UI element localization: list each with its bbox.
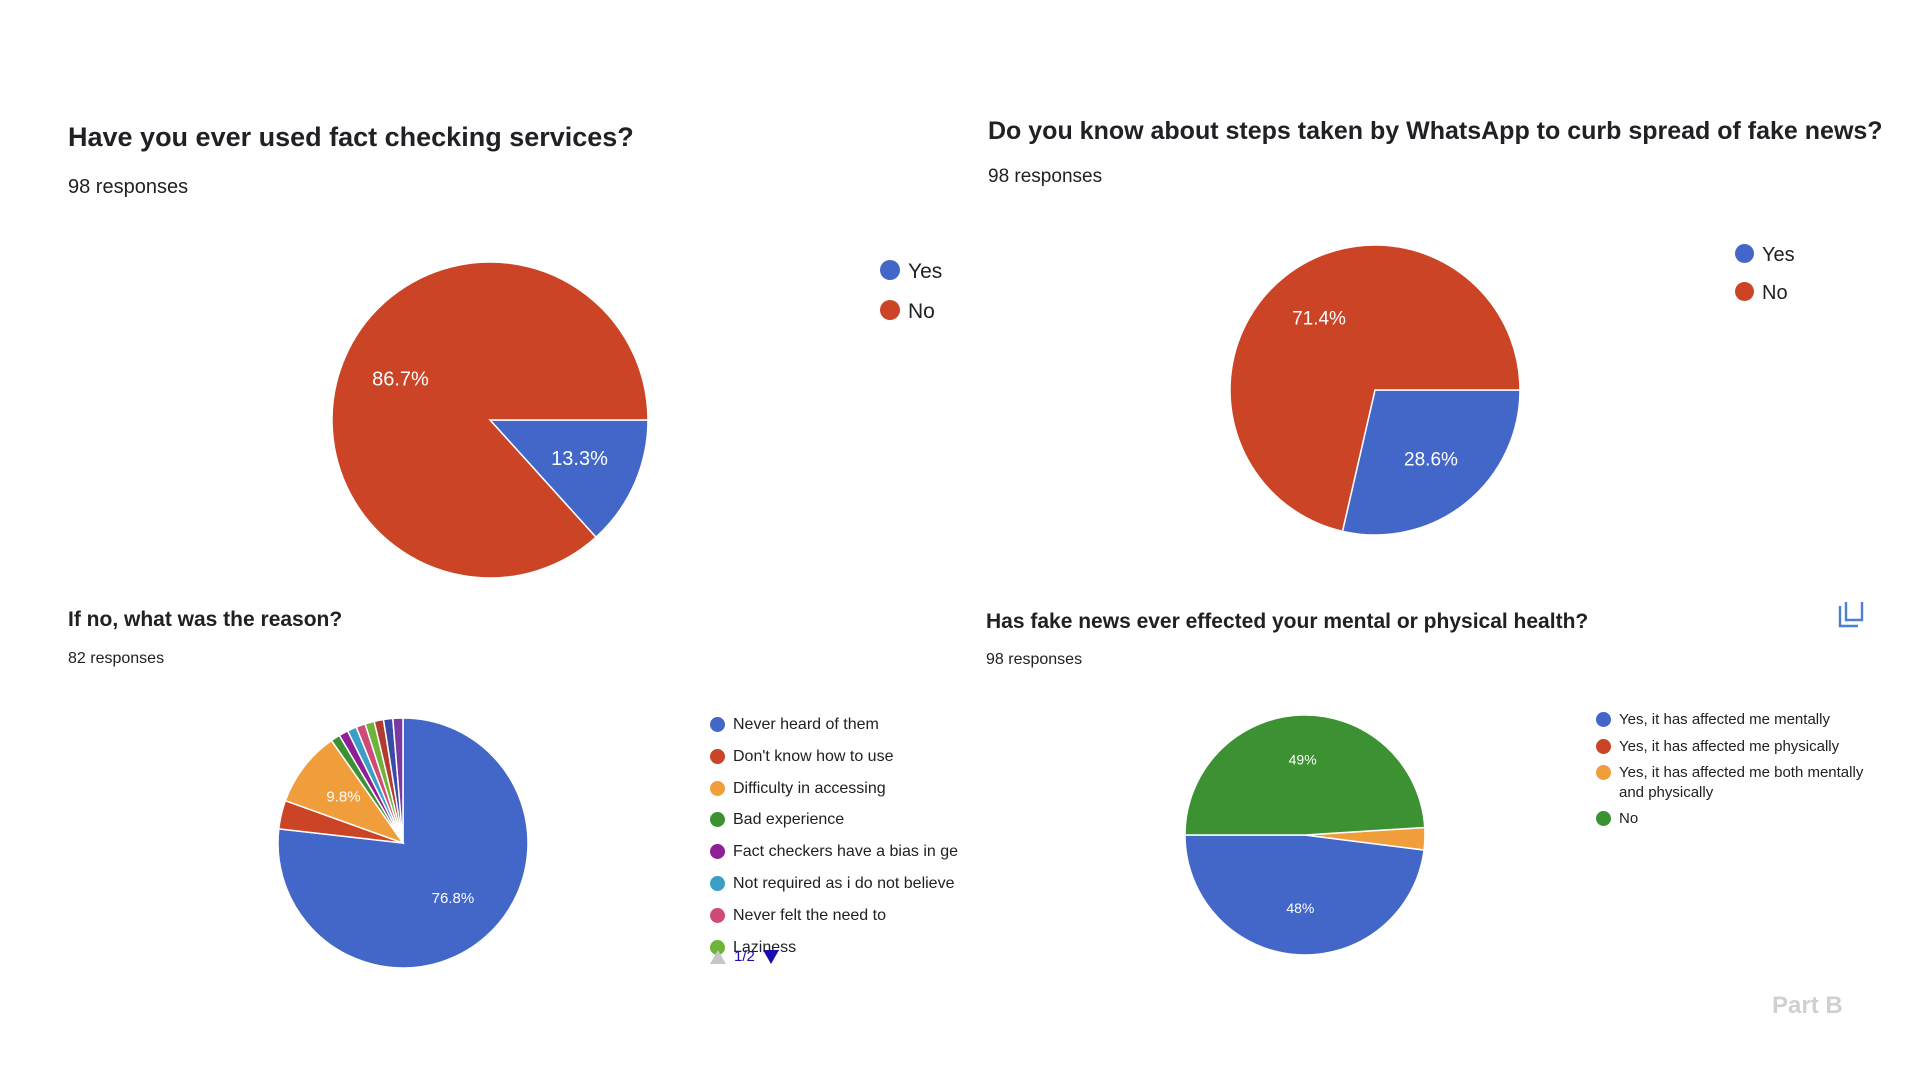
legend-label: Never felt the need to — [733, 906, 886, 924]
slice-label: 48% — [1286, 900, 1314, 916]
pie-chart-fact-checking: 13.3% 86.7% — [331, 261, 649, 579]
slice-label: 9.8% — [326, 788, 360, 805]
pie-chart-health: 48% 49% — [1184, 714, 1426, 956]
legend-swatch — [1596, 765, 1611, 780]
pie-chart-whatsapp-steps: 28.6% 71.4% — [1229, 244, 1521, 536]
chart-legend: Yes No — [1735, 242, 1795, 318]
chart-legend: Yes, it has affected me mentally Yes, it … — [1596, 710, 1886, 836]
triangle-up-icon[interactable] — [710, 949, 726, 964]
legend-item: Fact checkers have a bias in ge — [710, 842, 965, 863]
legend-label: Yes — [1762, 244, 1795, 266]
legend-item: Not required as i do not believe — [710, 874, 965, 895]
pie-slice-0 — [488, 419, 649, 539]
legend-swatch — [1596, 712, 1611, 727]
legend-label: No — [908, 300, 935, 324]
legend-item: Never felt the need to — [710, 906, 965, 927]
pie-slice-1 — [331, 261, 649, 579]
legend-item: Never heard of them — [710, 715, 965, 736]
legend-swatch — [1596, 811, 1611, 826]
pie-slice-10 — [391, 717, 404, 844]
legend-item: Don't know how to use — [710, 747, 965, 768]
legend-label: Fact checkers have a bias in ge — [733, 843, 959, 861]
legend-item: No — [1735, 280, 1795, 306]
chart-title: Do you know about steps taken by WhatsAp… — [988, 117, 1883, 145]
legend-pager: 1/2 — [710, 948, 779, 965]
chart-legend: Yes No — [880, 258, 942, 339]
legend-label: No — [1619, 810, 1639, 827]
pie-slice-2 — [284, 739, 405, 845]
legend-label: Not required as i do not believe — [733, 874, 955, 892]
legend-item: Bad experience — [710, 810, 965, 831]
legend-label: Yes, it has affected me both mentally an… — [1619, 764, 1864, 801]
legend-item: No — [880, 298, 942, 325]
response-count: 98 responses — [988, 166, 1103, 187]
slice-label: 86.7% — [372, 369, 429, 391]
legend-item: Yes, it has affected me both mentally an… — [1596, 763, 1886, 802]
pager-label: 1/2 — [734, 948, 755, 965]
legend-swatch — [1735, 244, 1754, 263]
triangle-down-icon[interactable] — [762, 949, 779, 964]
copy-icon[interactable] — [1838, 600, 1864, 630]
legend-swatch — [1596, 738, 1611, 754]
legend-swatch — [710, 844, 725, 860]
response-count: 82 responses — [68, 650, 165, 667]
legend-swatch — [880, 260, 900, 280]
slice-label: 28.6% — [1404, 449, 1458, 470]
legend-swatch — [710, 907, 725, 923]
response-count: 98 responses — [68, 176, 189, 198]
slice-label: 76.8% — [432, 890, 475, 907]
legend-label: No — [1762, 282, 1788, 304]
pie-slice-0 — [1341, 389, 1521, 536]
legend-label: Yes, it has affected me mentally — [1619, 711, 1830, 728]
pie-slice-1 — [1229, 244, 1521, 533]
chart-legend: Never heard of them Don't know how to use… — [710, 715, 965, 969]
footer-label: Part B — [1772, 992, 1843, 1019]
legend-item: Yes — [880, 258, 942, 285]
response-count: 98 responses — [986, 651, 1083, 668]
legend-item: Difficulty in accessing — [710, 779, 965, 800]
legend-swatch — [710, 875, 725, 891]
legend-swatch — [1735, 282, 1754, 301]
legend-swatch — [710, 717, 725, 732]
pie-slice-0 — [1184, 834, 1425, 956]
chart-title: Has fake news ever effected your mental … — [986, 610, 1589, 633]
legend-item: Yes — [1735, 242, 1795, 268]
legend-swatch — [710, 748, 725, 764]
legend-item: No — [1596, 809, 1886, 829]
legend-label: Yes — [908, 260, 943, 283]
legend-label: Bad experience — [733, 811, 845, 829]
legend-item: Yes, it has affected me mentally — [1596, 710, 1886, 730]
legend-item: Yes, it has affected me physically — [1596, 737, 1886, 757]
slice-label: 13.3% — [551, 448, 608, 470]
legend-swatch — [880, 300, 900, 321]
legend-swatch — [710, 812, 725, 828]
pie-slice-3 — [1184, 714, 1426, 836]
chart-title: If no, what was the reason? — [68, 608, 343, 631]
legend-label: Yes, it has affected me physically — [1619, 737, 1840, 755]
legend-label: Never heard of them — [733, 716, 879, 733]
slice-label: 71.4% — [1292, 309, 1346, 330]
legend-label: Don't know how to use — [733, 747, 894, 765]
slice-label: 49% — [1289, 751, 1317, 767]
legend-label: Difficulty in accessing — [733, 779, 886, 797]
pie-chart-reasons: 76.8% 9.8% — [277, 717, 529, 969]
legend-label: Laziness — [733, 938, 797, 956]
legend-swatch — [710, 780, 725, 796]
chart-title: Have you ever used fact checking service… — [68, 122, 634, 152]
